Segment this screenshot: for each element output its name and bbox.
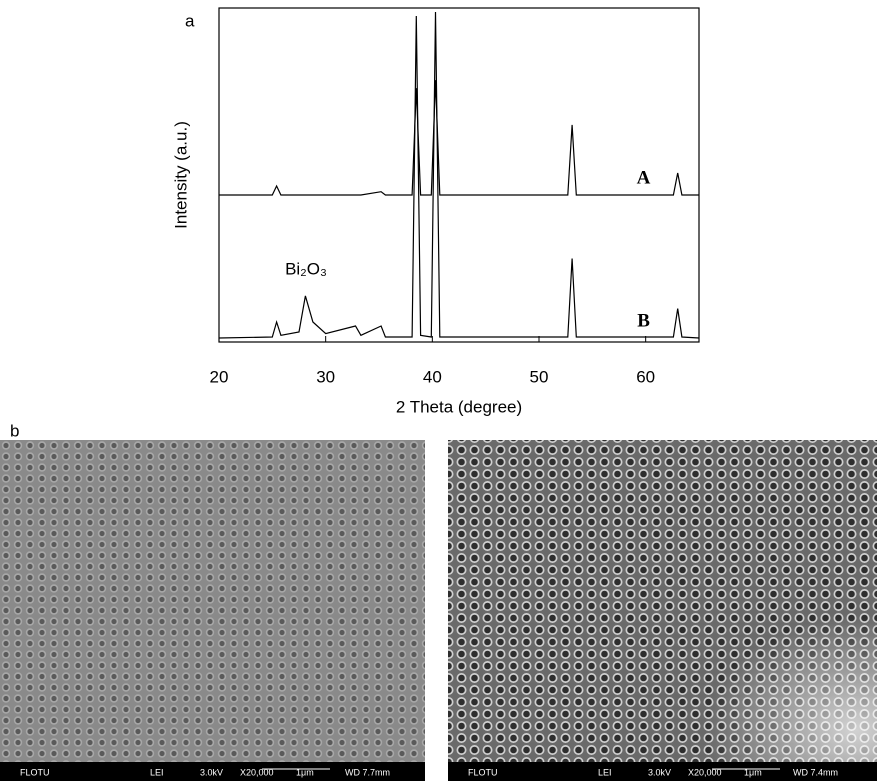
sem-info: 3.0kV (200, 767, 223, 777)
sem-info: X20,000 (688, 767, 722, 777)
sem-info: FLOTU (20, 767, 50, 777)
x-tick-label: 30 (316, 367, 335, 386)
plot-frame (218, 7, 700, 343)
series-line (218, 11, 700, 339)
sem-info: WD 7.4mm (793, 767, 838, 777)
series-label: B (637, 310, 650, 331)
x-tick-label: 20 (210, 367, 229, 386)
sem-info: 1μm (296, 767, 314, 777)
y-axis-label: Intensity (a.u.) (171, 121, 190, 229)
sem-image: FLOTU LEI 3.0kV X20,000 1μm WD 7.7mm (0, 440, 425, 781)
series-label: A (637, 167, 651, 188)
sem-info: LEI (150, 767, 164, 777)
sem-info: FLOTU (468, 767, 498, 777)
annotation: Bi₂O₃ (285, 259, 327, 278)
sem-info: WD 7.7mm (345, 767, 390, 777)
panel-label: b (10, 421, 19, 440)
series-line (219, 80, 699, 196)
sem-info: 3.0kV (648, 767, 671, 777)
sem-info: 1μm (744, 767, 762, 777)
x-tick-label: 50 (530, 367, 549, 386)
sem-info: X20,000 (240, 767, 274, 777)
x-tick-label: 40 (423, 367, 442, 386)
sem-info: LEI (598, 767, 612, 777)
sem-image: FLOTU LEI 3.0kV X20,000 1μm WD 7.4mm (448, 440, 877, 781)
x-axis-label: 2 Theta (degree) (396, 397, 522, 416)
panel-label: a (185, 11, 195, 30)
x-tick-label: 60 (636, 367, 655, 386)
